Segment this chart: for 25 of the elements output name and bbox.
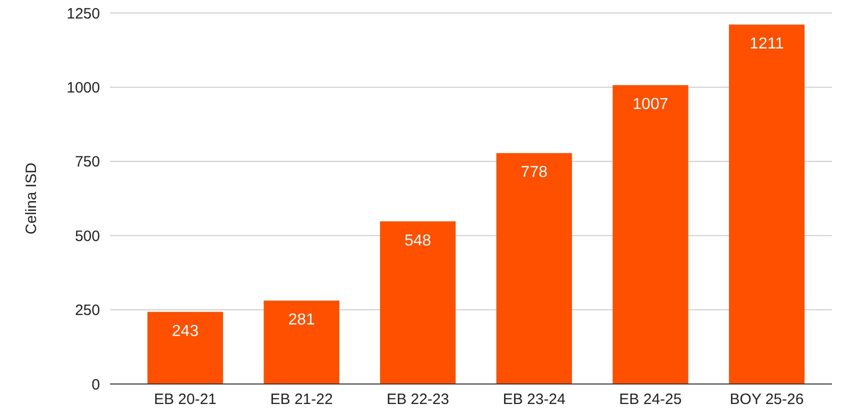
data-label: 778: [520, 164, 548, 182]
bar: [147, 312, 224, 384]
bar: [264, 300, 340, 384]
bar: [496, 153, 572, 384]
data-label: 281: [288, 312, 315, 329]
x-tick-label: EB 22-23: [386, 391, 450, 408]
y-axis-title: Celina ISD: [23, 162, 40, 234]
y-tick-label: 1000: [66, 79, 100, 96]
data-label: 548: [404, 232, 432, 250]
y-tick-label: 250: [74, 302, 100, 320]
x-tick-label: EB 20-21: [154, 391, 217, 408]
y-tick-label: 500: [74, 228, 100, 245]
x-tick-label: EB 21-22: [270, 391, 333, 408]
data-label: 243: [172, 322, 199, 340]
bar: [380, 221, 456, 384]
x-tick-label: EB 23-24: [502, 391, 566, 408]
data-label: 1007: [632, 96, 668, 114]
y-tick-label: 1250: [66, 5, 100, 22]
x-tick-label: EB 24-25: [619, 391, 682, 408]
y-tick-label: 750: [74, 154, 100, 171]
y-tick-label: 0: [92, 376, 100, 394]
x-tick-label: BOY 25-26: [730, 391, 804, 408]
data-label: 1211: [750, 36, 784, 53]
bar: [612, 85, 688, 384]
bar: [728, 24, 805, 384]
